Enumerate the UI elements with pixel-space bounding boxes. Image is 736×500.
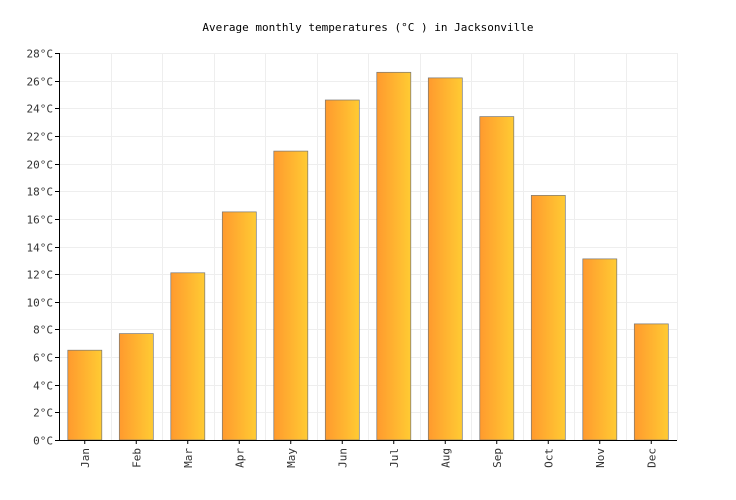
x-tick-label: Mar — [182, 448, 195, 468]
x-tick-label: Jun — [336, 448, 349, 468]
bar-sep — [479, 116, 515, 441]
y-tick-label: 18°C — [27, 186, 54, 199]
x-tick-label: Apr — [233, 448, 246, 468]
bar-mar — [170, 272, 206, 441]
chart-title: Average monthly temperatures (°C ) in Ja… — [202, 21, 533, 34]
bar-nov — [582, 258, 618, 441]
y-tick-label: 14°C — [27, 242, 54, 255]
y-tick-label: 24°C — [27, 103, 54, 116]
y-tick-label: 0°C — [33, 435, 53, 448]
tick-labels: 0°C 2°C 4°C 6°C 8°C 10°C 12°C 14°C 16°C 18°C 20°C 2… — [27, 48, 659, 468]
y-tick-label: 12°C — [27, 269, 54, 282]
x-tick-label: Oct — [542, 448, 555, 468]
y-tick-label: 28°C — [27, 48, 54, 61]
y-tick-label: 6°C — [33, 352, 53, 365]
bar-aug — [427, 77, 463, 441]
bar-dec — [633, 323, 669, 441]
y-tick-label: 10°C — [27, 297, 54, 310]
y-tick-label: 8°C — [33, 324, 53, 337]
bar-jul — [376, 71, 412, 441]
y-tick-label: 4°C — [33, 380, 53, 393]
x-tick-label: Jan — [79, 448, 92, 468]
bars — [67, 71, 669, 441]
bar-apr — [221, 211, 257, 441]
bar-jun — [324, 99, 360, 441]
bar-feb — [118, 333, 154, 441]
bar-oct — [530, 195, 566, 441]
x-tick-label: Aug — [439, 448, 452, 468]
y-tick-label: 26°C — [27, 76, 54, 89]
axes — [55, 53, 677, 444]
y-tick-label: 20°C — [27, 159, 54, 172]
bar-jan — [67, 349, 103, 441]
x-tick-label: May — [285, 448, 298, 468]
grid — [59, 53, 678, 441]
x-tick-label: Jul — [388, 448, 401, 468]
x-tick-label: Sep — [491, 448, 504, 468]
y-tick-label: 22°C — [27, 131, 54, 144]
x-tick-label: Feb — [130, 448, 143, 468]
y-tick-label: 2°C — [33, 407, 53, 420]
x-tick-label: Dec — [645, 448, 658, 468]
bar-may — [273, 150, 309, 441]
x-tick-label: Nov — [594, 448, 607, 468]
y-tick-label: 16°C — [27, 214, 54, 227]
